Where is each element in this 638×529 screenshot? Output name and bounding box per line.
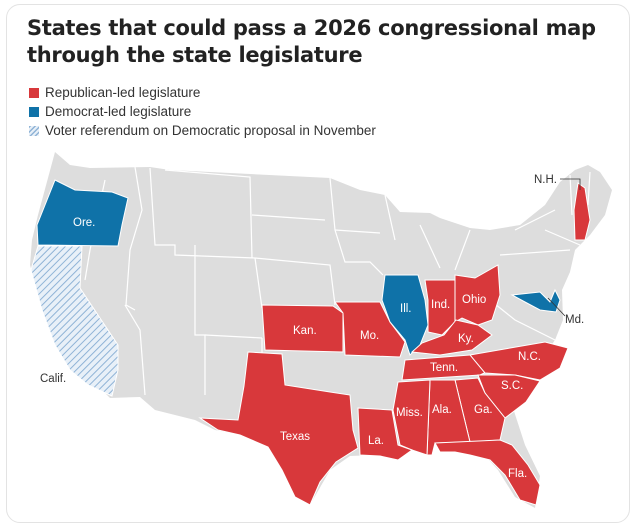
label-ohio: Ohio [462,294,486,306]
label-texas: Texas [280,431,310,443]
label-georgia: Ga. [474,404,493,416]
label-kansas: Kan. [293,325,317,337]
state-borders [84,166,591,396]
state-california [30,245,119,397]
label-kentucky: Ky. [458,333,474,345]
state-kansas [261,304,344,353]
legend-republican: Republican-led legislature [29,83,376,102]
legend-democrat-label: Democrat-led legislature [45,104,192,119]
state-florida [434,439,541,506]
state-kentucky [410,319,493,356]
label-mississippi: Miss. [396,407,423,419]
legend-republican-label: Republican-led legislature [45,85,201,100]
republican-swatch [29,87,39,98]
nh-leader-line [560,178,581,190]
label-new-hampshire: N.H. [534,174,557,186]
label-missouri: Mo. [360,330,379,342]
label-tennessee: Tenn. [430,362,458,374]
state-texas [198,351,359,506]
state-louisiana [357,407,414,461]
democrat-swatch [29,106,39,117]
md-leader-line [547,297,566,317]
label-california: Calif. [40,373,66,385]
state-north-carolina [469,341,569,381]
referendum-swatch [29,125,39,136]
state-missouri [334,301,406,358]
label-alabama: Ala. [432,404,452,416]
state-new-hampshire [573,182,591,241]
label-louisiana: La. [368,435,384,447]
legend-democrat: Democrat-led legislature [29,102,376,121]
label-illinois: Ill. [400,303,412,315]
legend-referendum: Voter referendum on Democratic proposal … [29,121,376,140]
label-south-carolina: S.C. [501,380,523,392]
legend-referendum-label: Voter referendum on Democratic proposal … [45,123,376,138]
state-maryland [510,288,561,313]
label-oregon: Ore. [73,217,95,229]
legend: Republican-led legislature Democrat-led … [29,83,376,140]
label-florida: Fla. [508,468,527,480]
label-maryland: Md. [565,314,584,326]
label-indiana: Ind. [431,299,450,311]
label-north-carolina: N.C. [518,351,541,363]
map-title: States that could pass a 2026 congressio… [27,16,596,67]
state-oregon [36,179,129,247]
